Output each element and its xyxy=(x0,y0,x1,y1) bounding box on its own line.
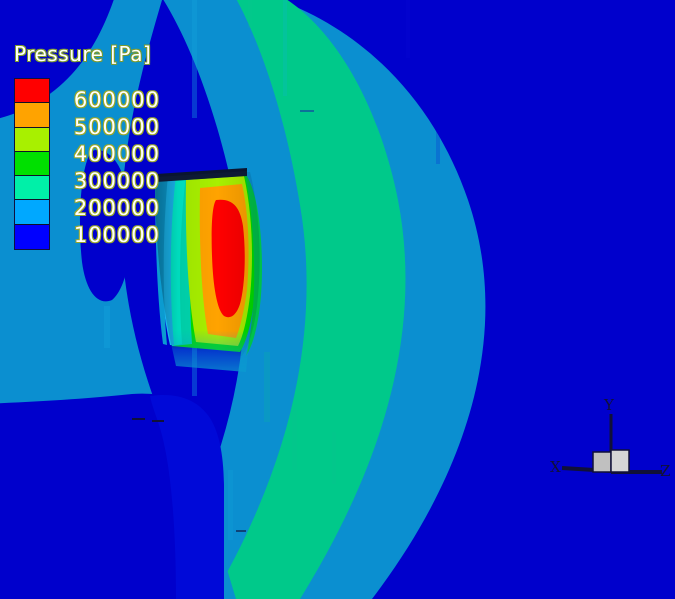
mesh-tick-a xyxy=(132,418,145,420)
legend-label-300000: 300000 xyxy=(73,169,160,193)
legend-tick-labels: 600000 500000 400000 300000 200000 10000… xyxy=(55,78,160,268)
z-axis-label: Z xyxy=(660,462,671,480)
legend-label-100000: 100000 xyxy=(73,223,160,247)
axes-triad[interactable]: Y Z X xyxy=(548,396,671,490)
body-pressure-contours xyxy=(155,168,262,372)
legend-title: Pressure [Pa] xyxy=(14,42,152,66)
contour-band-mid xyxy=(212,0,406,599)
lowpressure-blob-left xyxy=(80,150,131,302)
legend-label-400000: 400000 xyxy=(73,142,160,166)
pressure-legend[interactable]: Pressure [Pa] 600000 500000 400000 30000… xyxy=(0,0,230,270)
legend-swatch-6[interactable] xyxy=(15,103,49,128)
origin-cube-right-face xyxy=(610,449,630,473)
y-axis-label: Y xyxy=(604,396,614,414)
lowpressure-region-bottomleft-shade xyxy=(150,394,224,599)
legend-label-200000: 200000 xyxy=(73,196,160,220)
mesh-mark-right xyxy=(300,110,314,112)
origin-cube-left-face xyxy=(592,451,612,473)
mesh-mark-bottom xyxy=(236,530,246,532)
legend-swatch-1[interactable] xyxy=(15,224,49,249)
legend-swatch-3[interactable] xyxy=(15,176,49,201)
mesh-tick-b xyxy=(152,420,164,422)
legend-label-600000: 600000 xyxy=(73,88,160,112)
legend-swatch-5[interactable] xyxy=(15,127,49,152)
legend-swatch-4[interactable] xyxy=(15,151,49,177)
legend-colorbar[interactable] xyxy=(14,78,50,250)
legend-label-500000: 500000 xyxy=(73,115,160,139)
axes-triad-svg xyxy=(561,414,662,474)
x-axis-label: X xyxy=(550,458,561,476)
legend-swatch-2[interactable] xyxy=(15,200,49,225)
legend-swatch-7[interactable] xyxy=(15,79,49,104)
